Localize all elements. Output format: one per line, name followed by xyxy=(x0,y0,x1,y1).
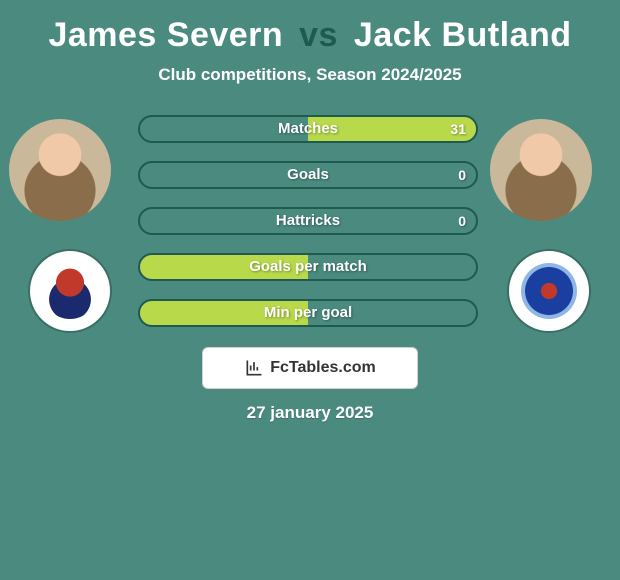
subtitle: Club competitions, Season 2024/2025 xyxy=(0,65,620,85)
club2-badge xyxy=(507,249,591,333)
chart-icon xyxy=(244,358,264,378)
club1-badge xyxy=(28,249,112,333)
title-player1: James Severn xyxy=(48,16,283,54)
bar-value-right: 0 xyxy=(458,163,466,187)
stat-bar: Matches31 xyxy=(138,115,478,143)
bar-value-right: 0 xyxy=(458,209,466,233)
stat-bar: Min per goal xyxy=(138,299,478,327)
stat-bar: Goals per match xyxy=(138,253,478,281)
title-player2: Jack Butland xyxy=(354,16,572,54)
stat-bar: Hattricks0 xyxy=(138,207,478,235)
page-title: James Severn vs Jack Butland xyxy=(0,16,620,55)
bar-label: Goals xyxy=(140,163,476,187)
bar-label: Hattricks xyxy=(140,209,476,233)
player2-avatar xyxy=(490,119,592,221)
stat-bar: Goals0 xyxy=(138,161,478,189)
bar-value-right: 31 xyxy=(450,117,466,141)
title-vs: vs xyxy=(299,16,338,54)
bar-label: Matches xyxy=(140,117,476,141)
brand-badge: FcTables.com xyxy=(202,347,418,389)
comparison-area: Matches31Goals0Hattricks0Goals per match… xyxy=(0,119,620,379)
player1-avatar xyxy=(9,119,111,221)
bar-label: Min per goal xyxy=(140,301,476,325)
bar-label: Goals per match xyxy=(140,255,476,279)
brand-text: FcTables.com xyxy=(270,359,376,377)
stat-bars: Matches31Goals0Hattricks0Goals per match… xyxy=(138,115,478,345)
date-text: 27 january 2025 xyxy=(0,403,620,423)
